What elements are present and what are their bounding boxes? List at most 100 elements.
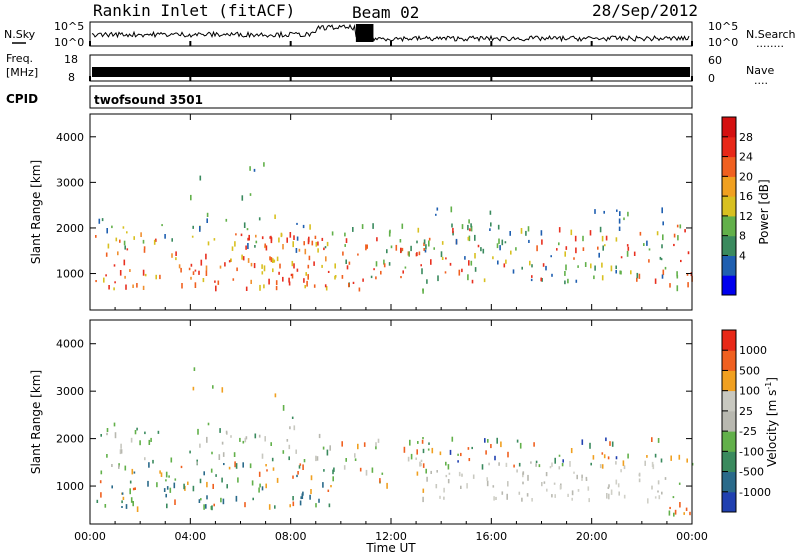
range-time-cell [113,264,116,267]
range-time-cell [123,259,126,266]
range-time-cell [291,416,294,419]
range-time-cell [273,259,276,263]
range-time-cell [467,224,469,231]
range-time-cell [576,474,578,480]
range-time-cell [497,224,500,230]
range-time-cell [150,437,152,442]
range-time-cell [425,468,427,474]
colorbar-swatch [722,431,736,452]
range-time-cell [603,210,605,214]
range-time-cell [344,244,346,247]
range-time-cell [425,244,427,250]
range-time-cell [270,237,273,244]
range-time-cell [348,261,351,265]
range-time-cell [322,446,325,450]
range-time-cell [288,444,291,450]
range-time-cell [295,248,298,253]
range-time-cell [123,240,126,246]
range-time-cell [481,464,484,470]
range-time-cell [250,262,253,267]
power-y-label: Slant Range [km] [29,160,43,264]
range-time-cell [486,480,489,487]
range-time-cell [270,257,273,263]
range-time-cell [357,253,359,256]
range-time-cell [245,436,248,440]
range-time-cell [278,271,280,275]
range-time-cell [263,162,265,167]
range-time-cell [466,483,468,489]
range-time-cell [114,432,117,439]
range-time-cell [567,493,569,497]
range-time-cell [407,456,410,462]
range-time-cell [528,239,530,243]
range-time-cell [404,266,407,269]
range-time-cell [291,273,294,279]
range-time-cell [510,250,512,255]
range-time-cell [119,239,121,243]
range-time-cell [661,491,663,495]
power-panel: 1000 2000 3000 4000 Slant Range [km] 28 24 20… [29,113,771,311]
range-time-cell [132,284,134,288]
range-time-cell [562,459,564,463]
range-time-cell [602,245,604,251]
range-time-cell [489,228,491,231]
range-time-cell [551,494,553,498]
colorbar-tick-label: 16 [739,190,753,203]
range-time-cell [365,469,368,476]
range-time-cell [272,467,275,471]
range-time-cell [189,450,191,454]
range-time-cell [422,448,425,454]
range-time-cell [309,494,311,500]
range-time-cell [375,445,377,450]
range-time-cell [300,496,302,500]
colorbar-tick-label: 4 [739,249,746,262]
range-time-cell [496,243,499,249]
range-time-cell [471,279,474,284]
range-time-cell [676,275,679,279]
range-time-cell [115,237,118,242]
range-time-cell [348,282,350,288]
range-time-cell [261,271,264,275]
range-time-cell [183,483,185,490]
range-time-cell [633,251,636,256]
x-tick-label: 20:00 [576,530,608,543]
range-time-cell [251,480,254,486]
range-time-cell [601,262,603,268]
range-time-cell [240,233,243,237]
colorbar-tick-label: 12 [739,210,753,223]
colorbar-tick-label: 20 [739,170,753,183]
range-time-cell [495,496,497,500]
range-time-cell [567,278,569,284]
range-time-cell [315,455,317,462]
range-time-cell [420,264,422,267]
range-time-cell [584,262,587,267]
range-time-cell [482,248,485,254]
range-time-cell [499,245,501,251]
range-time-cell [467,236,470,241]
range-time-cell [324,246,327,249]
range-time-cell [188,267,191,271]
range-time-cell [270,442,272,446]
range-time-cell [111,225,113,229]
range-time-cell [638,478,641,483]
range-time-cell [601,275,604,281]
range-time-cell [194,269,197,272]
range-time-cell [421,268,423,275]
range-time-cell [318,498,320,503]
range-time-cell [108,285,110,290]
range-time-cell [683,512,685,515]
range-time-cell [490,222,492,227]
range-time-cell [332,469,334,475]
range-time-cell [313,284,316,288]
range-time-cell [190,194,192,201]
range-time-cell [345,458,347,462]
range-time-cell [263,284,265,289]
range-time-cell [100,434,102,437]
range-time-cell [428,442,430,445]
range-time-cell [301,493,304,499]
velocity-panel: 1000 2000 3000 4000 Slant Range [km] 1000 50… [29,319,779,525]
range-time-cell [212,483,214,489]
range-time-cell [159,470,161,474]
range-time-cell [670,455,672,461]
velocity-scatter-cells [96,367,694,517]
